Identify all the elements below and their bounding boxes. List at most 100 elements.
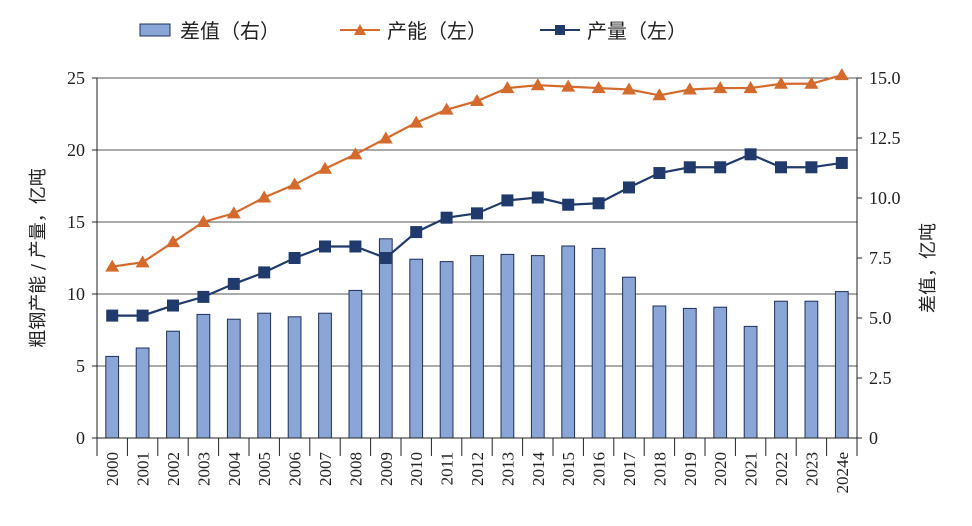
output-point xyxy=(410,226,423,239)
output-point xyxy=(531,191,544,204)
output-point xyxy=(197,290,210,303)
bar xyxy=(622,276,636,439)
output-point xyxy=(805,161,818,174)
x-tick-label: 2000 xyxy=(103,452,122,486)
bar xyxy=(226,318,241,439)
bar xyxy=(105,355,120,439)
capacity-point xyxy=(804,76,819,89)
x-tick-label: 2021 xyxy=(742,452,761,486)
output-point xyxy=(471,207,483,220)
bar xyxy=(561,245,576,439)
x-tick-label: 2010 xyxy=(407,452,426,486)
x-tick-label: 2018 xyxy=(650,452,669,486)
axes: 0 5 10 15 20 25 0 2.5 5.0 7.5 10.0 12.5 15.0 2000 2001… xyxy=(67,68,901,494)
y-right-tick-label: 15.0 xyxy=(869,68,901,88)
output-point xyxy=(319,240,331,253)
capacity-point xyxy=(652,88,667,101)
output-point xyxy=(562,198,575,211)
y-left-tick-label: 20 xyxy=(67,140,85,160)
y-right-tick-label: 12.5 xyxy=(869,128,901,148)
x-tick-label: 2006 xyxy=(286,452,305,486)
capacity-point xyxy=(348,147,363,160)
legend-output-marker xyxy=(555,25,565,35)
x-tick-label: 2022 xyxy=(772,452,791,486)
output-point xyxy=(440,211,453,224)
legend: 差值（右） 产能（左） 产量（左） xyxy=(139,19,687,43)
x-tick-label: 2020 xyxy=(711,452,730,486)
x-tick-label: 2015 xyxy=(559,452,578,486)
x-tick-label: 2009 xyxy=(377,452,396,486)
bar xyxy=(196,313,211,439)
capacity-point xyxy=(166,235,180,248)
legend-label-diff: 差值（右） xyxy=(180,19,280,43)
gridlines xyxy=(97,77,857,367)
output-point xyxy=(106,309,119,322)
bar xyxy=(591,247,606,439)
x-tick-label: 2014 xyxy=(529,452,548,487)
capacity-point xyxy=(257,190,272,203)
y-left-tick-label: 25 xyxy=(67,68,85,88)
line-series xyxy=(105,68,849,322)
bar xyxy=(682,307,697,439)
capacity-point xyxy=(530,78,545,91)
x-tick-label: 2023 xyxy=(802,452,821,486)
output-point xyxy=(592,197,605,210)
bar xyxy=(287,316,302,439)
x-tick-label: 2005 xyxy=(255,452,274,486)
capacity-point xyxy=(591,81,606,94)
legend-label-output: 产量（左） xyxy=(587,19,687,43)
x-tick-label: 2003 xyxy=(194,452,213,486)
legend-capacity-marker xyxy=(354,24,366,35)
legend-bar-swatch xyxy=(139,23,171,37)
output-point xyxy=(653,167,666,180)
x-tick-label: 2001 xyxy=(134,452,153,486)
output-point xyxy=(835,156,848,169)
output-point xyxy=(623,181,635,194)
capacity-point xyxy=(409,115,424,128)
capacity-point xyxy=(713,81,728,94)
bar xyxy=(318,312,332,439)
output-point xyxy=(501,194,514,207)
bar xyxy=(470,255,484,439)
capacity-point xyxy=(561,79,576,92)
bar xyxy=(530,255,545,439)
x-tick-label: 2024e xyxy=(833,452,852,494)
legend-label-capacity: 产能（左） xyxy=(387,19,487,43)
capacity-point xyxy=(196,215,211,227)
output-point xyxy=(227,277,240,290)
x-tick-label: 2002 xyxy=(164,452,183,486)
bar xyxy=(743,325,758,439)
y-right-tick-label: 5.0 xyxy=(869,308,892,328)
capacity-point xyxy=(287,177,302,190)
bar xyxy=(378,238,393,439)
bar xyxy=(348,289,363,439)
bar xyxy=(652,305,667,439)
bar xyxy=(713,306,728,439)
capacity-point xyxy=(318,161,332,174)
y-left-tick-label: 15 xyxy=(67,212,85,232)
x-tick-label: 2017 xyxy=(620,452,639,487)
x-tick-label: 2011 xyxy=(438,452,457,485)
y-right-tick-label: 7.5 xyxy=(869,248,892,268)
bar xyxy=(834,291,849,439)
capacity-point xyxy=(743,81,758,94)
bar xyxy=(500,253,515,439)
capacity-point xyxy=(682,82,697,95)
x-tick-label: 2007 xyxy=(316,452,335,487)
y-left-tick-label: 10 xyxy=(67,284,85,304)
bar xyxy=(774,300,788,439)
output-point xyxy=(167,299,179,312)
output-point xyxy=(288,252,301,264)
capacity-point xyxy=(439,102,454,115)
capacity-point xyxy=(226,206,241,219)
capacity-point xyxy=(774,76,788,89)
output-point xyxy=(379,252,392,264)
capacity-point xyxy=(105,259,120,272)
capacity-point xyxy=(470,94,484,107)
y-right-tick-label: 10.0 xyxy=(869,188,901,208)
y-axis-right-title: 差值，亿吨 xyxy=(918,223,939,313)
y-axis-left-title: 粗钢产能 / 产量，亿吨 xyxy=(28,168,49,348)
bar xyxy=(257,312,272,439)
x-tick-label: 2019 xyxy=(681,452,700,486)
